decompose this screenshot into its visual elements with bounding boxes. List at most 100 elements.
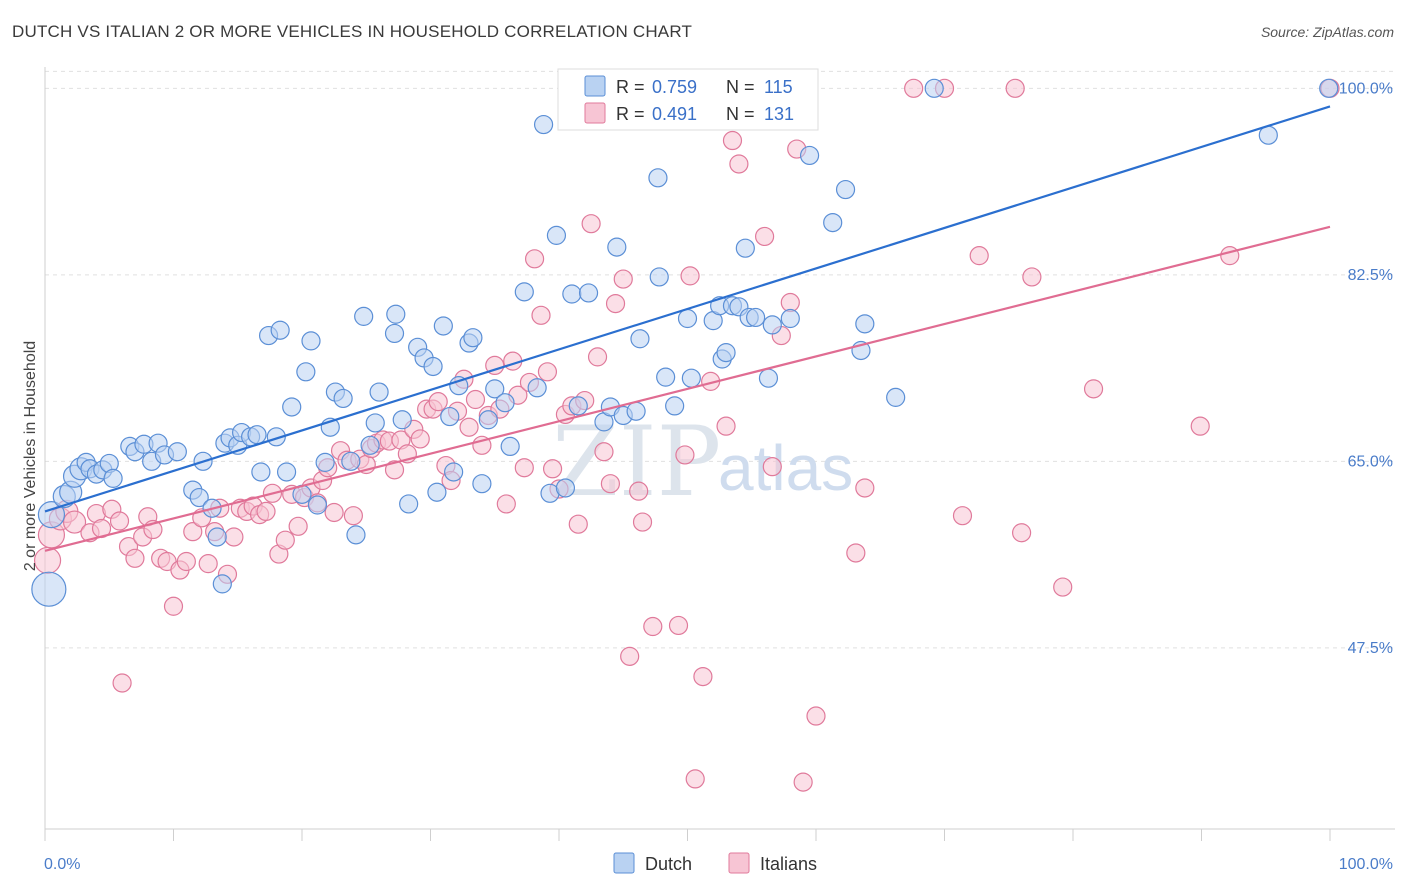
italians-r-value: 0.491 xyxy=(652,104,697,124)
dutch-point xyxy=(463,328,483,348)
y-tick-label: 82.5% xyxy=(1348,267,1393,284)
dutch-point xyxy=(251,462,271,482)
italians-point xyxy=(780,292,800,313)
dutch-point xyxy=(485,379,505,399)
dutch-point xyxy=(649,267,669,287)
italians-point xyxy=(680,266,700,286)
dutch-point xyxy=(433,316,453,336)
italians-point xyxy=(343,506,363,526)
dutch-r-label: R = xyxy=(616,77,645,97)
dutch-point xyxy=(296,362,316,382)
italians-point xyxy=(806,706,826,726)
dutch-point xyxy=(630,329,650,349)
dutch-point xyxy=(648,168,668,188)
italians-point xyxy=(1005,78,1025,98)
italians-point xyxy=(685,769,705,789)
dutch-point xyxy=(568,396,588,416)
y-axis-title: 2 or more Vehicles in Household xyxy=(22,341,39,571)
dutch-point xyxy=(533,114,554,135)
italians-point xyxy=(605,293,626,314)
dutch-point xyxy=(440,406,460,427)
dutch-point xyxy=(354,306,374,326)
italians-point xyxy=(952,506,973,526)
dutch-point xyxy=(886,387,906,407)
dutch-point xyxy=(392,410,412,430)
dutch-point xyxy=(282,397,302,417)
dutch-point xyxy=(333,388,353,409)
dutch-legend-swatch xyxy=(584,75,606,97)
dutch-bottom-swatch xyxy=(613,852,635,874)
dutch-point xyxy=(656,367,676,387)
dutch-point xyxy=(495,393,515,413)
italians-trend-line xyxy=(44,225,1331,552)
dutch-point xyxy=(360,435,380,455)
dutch-point xyxy=(167,442,187,462)
y-tick-label: 65.0% xyxy=(1348,453,1393,470)
axes xyxy=(44,67,1395,830)
dutch-points xyxy=(31,78,1339,607)
dutch-point xyxy=(31,571,67,607)
top-legend: R = 0.759 N = 115 R = 0.491 N = 131 xyxy=(557,68,819,131)
italians-point xyxy=(693,666,713,687)
italians-point xyxy=(288,516,308,536)
italians-point xyxy=(1190,416,1210,436)
italians-point xyxy=(1053,577,1073,597)
italians-point xyxy=(459,417,479,437)
italians-point xyxy=(754,226,775,247)
y-tick-label: 47.5% xyxy=(1348,640,1393,657)
dutch-point xyxy=(472,474,492,494)
dutch-point xyxy=(799,145,820,166)
italians-point xyxy=(675,445,695,465)
dutch-point xyxy=(423,356,443,377)
dutch-point xyxy=(555,478,576,498)
italians-point xyxy=(542,459,563,479)
italians-point xyxy=(324,502,344,523)
italians-point xyxy=(109,511,130,531)
dutch-point xyxy=(399,494,419,514)
dutch-point xyxy=(365,413,385,433)
x-tick-label-min: 0.0% xyxy=(44,856,80,873)
italians-point xyxy=(620,646,640,666)
dutch-point xyxy=(444,462,464,482)
dutch-point xyxy=(716,343,736,363)
dutch-point xyxy=(346,525,366,545)
dutch-point xyxy=(562,284,582,304)
dutch-r-value: 0.759 xyxy=(652,77,697,97)
chart-title: DUTCH VS ITALIAN 2 OR MORE VEHICLES IN H… xyxy=(12,22,693,41)
dutch-point xyxy=(626,401,646,421)
dutch-bottom-label: Dutch xyxy=(645,854,692,874)
dutch-point xyxy=(212,574,232,594)
italians-point xyxy=(1220,246,1240,266)
dutch-n-value: 115 xyxy=(764,77,793,97)
dutch-point xyxy=(578,283,599,303)
dutch-point xyxy=(341,451,361,471)
trend-lines xyxy=(44,105,1331,552)
italians-bottom-label: Italians xyxy=(760,854,817,874)
italians-point xyxy=(594,442,614,462)
italians-point xyxy=(465,389,486,410)
italians-point xyxy=(722,130,743,151)
italians-point xyxy=(632,512,653,532)
watermark-atlas: atlas xyxy=(718,432,853,504)
dutch-point xyxy=(546,225,567,245)
italians-point xyxy=(112,673,132,693)
italians-point xyxy=(613,269,633,289)
chart-source: Source: ZipAtlas.com xyxy=(1260,24,1394,40)
dutch-point xyxy=(307,495,328,515)
italians-point xyxy=(62,510,87,534)
italians-point xyxy=(496,494,516,514)
bottom-legend: Dutch Italians xyxy=(613,852,817,874)
dutch-point xyxy=(665,396,685,416)
dutch-point xyxy=(823,212,843,233)
italians-point xyxy=(275,530,295,550)
italians-point xyxy=(793,772,813,792)
italians-point xyxy=(1083,379,1104,399)
italians-point xyxy=(183,522,203,542)
dutch-point xyxy=(677,308,698,329)
italians-point xyxy=(581,214,601,234)
dutch-point xyxy=(189,487,209,508)
italians-point xyxy=(1011,523,1032,543)
italians-point xyxy=(846,543,866,563)
dutch-point xyxy=(762,315,782,335)
